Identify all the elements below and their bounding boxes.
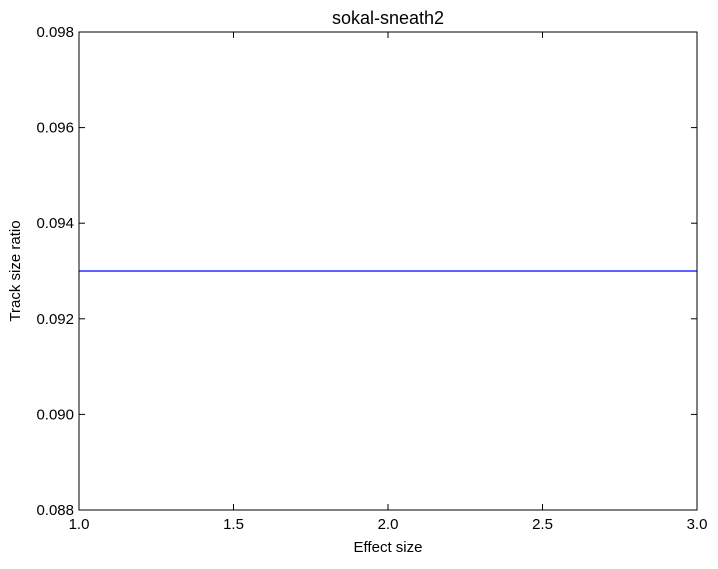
x-tick-label: 1.5 [223, 516, 244, 533]
y-tick-label: 0.090 [36, 406, 74, 423]
x-tick-label: 3.0 [687, 516, 708, 533]
y-tick-label: 0.092 [36, 311, 74, 328]
y-tick-label: 0.096 [36, 120, 74, 137]
x-axis-label: Effect size [354, 539, 423, 556]
y-axis-label: Track size ratio [7, 220, 24, 321]
x-tick-label: 2.5 [532, 516, 553, 533]
x-tick-label: 1.0 [69, 516, 90, 533]
y-tick-label: 0.098 [36, 24, 74, 41]
x-tick-label: 2.0 [378, 516, 399, 533]
chart-title: sokal-sneath2 [332, 8, 444, 28]
y-tick-label: 0.094 [36, 215, 74, 232]
y-tick-label: 0.088 [36, 502, 74, 519]
